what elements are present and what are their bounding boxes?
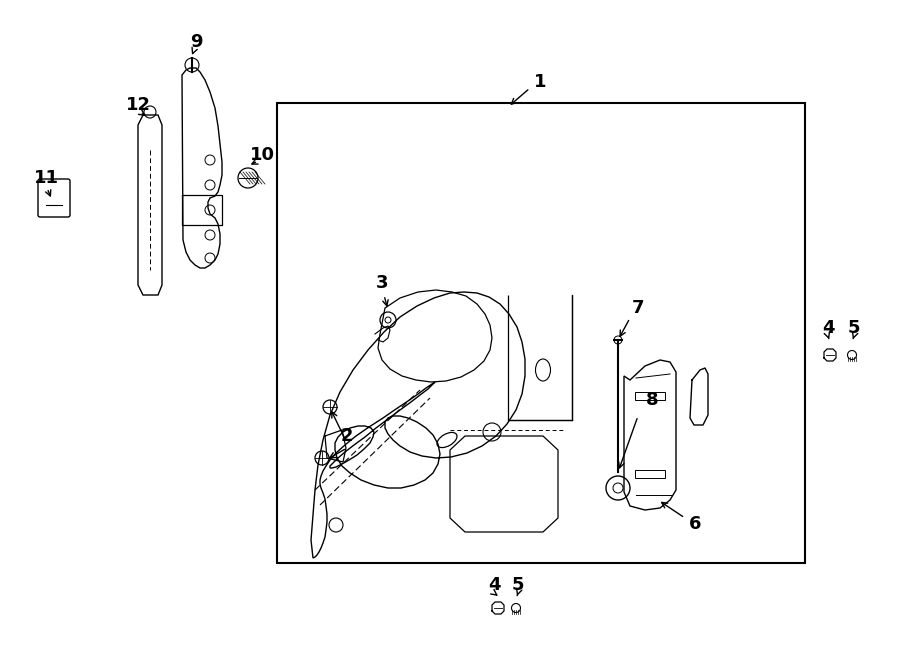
Text: 12: 12 (125, 96, 150, 114)
Text: 4: 4 (488, 576, 500, 594)
Bar (635, 470, 665, 478)
Text: 5: 5 (512, 576, 524, 594)
Text: 5: 5 (848, 319, 860, 337)
Text: 11: 11 (33, 169, 58, 187)
Text: 2: 2 (341, 427, 353, 445)
Text: 9: 9 (190, 33, 203, 51)
Text: 1: 1 (534, 73, 546, 91)
Text: 7: 7 (632, 299, 644, 317)
Text: 10: 10 (249, 146, 274, 164)
Bar (635, 392, 665, 400)
Bar (277, 103, 805, 563)
Text: 8: 8 (645, 391, 658, 409)
Text: 6: 6 (688, 515, 701, 533)
Text: 3: 3 (376, 274, 388, 292)
Text: 4: 4 (822, 319, 834, 337)
